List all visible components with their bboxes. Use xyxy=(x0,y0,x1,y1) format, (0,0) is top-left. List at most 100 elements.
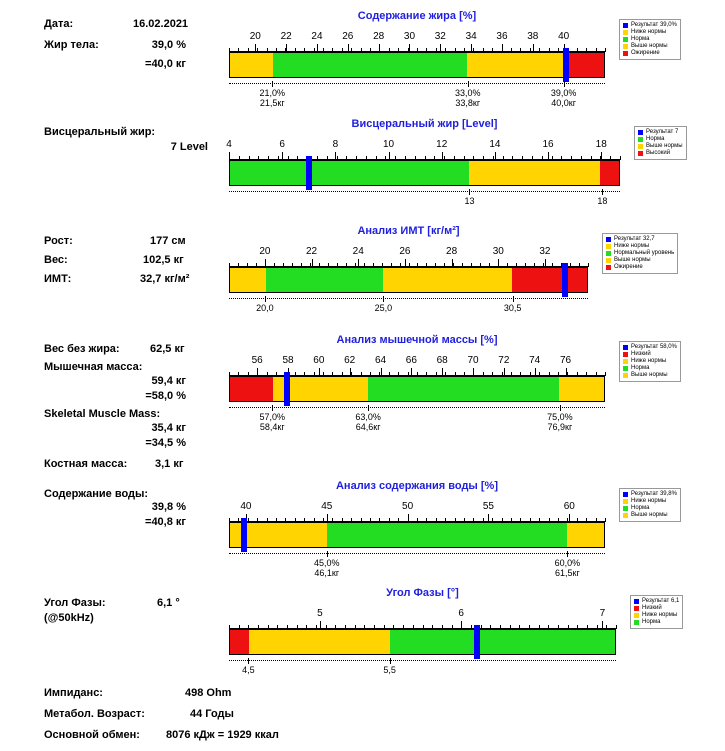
tick-label: 8 xyxy=(332,139,339,150)
range-segment xyxy=(265,268,384,292)
tick-label: 22 xyxy=(306,246,318,257)
boundary-tick xyxy=(368,405,370,411)
minor-tick xyxy=(313,518,315,522)
phase-value: 6,1 ° xyxy=(157,597,180,609)
minor-tick xyxy=(453,156,455,160)
tick-label: 45 xyxy=(321,501,333,512)
smm-kg: 35,4 кг xyxy=(151,422,186,434)
minor-tick xyxy=(248,625,250,629)
tick-label: 10 xyxy=(382,139,395,150)
minor-tick xyxy=(364,625,366,629)
minor-tick xyxy=(408,263,410,267)
legend-item: Ниже нормы xyxy=(623,498,677,505)
tick-label: 18 xyxy=(595,139,607,150)
tick-label: 38 xyxy=(527,31,539,42)
bone-label: Костная масса: xyxy=(44,458,128,470)
minor-tick xyxy=(327,263,329,267)
legend-text: Нормальный уровень xyxy=(614,250,675,256)
axis: 5 6 7 xyxy=(229,608,617,629)
height-value: 177 см xyxy=(150,235,186,247)
tick-label: 22 xyxy=(280,31,292,42)
minor-tick xyxy=(388,518,390,522)
major-tick xyxy=(378,44,380,52)
minor-tick xyxy=(586,625,588,629)
minor-tick xyxy=(473,156,475,160)
major-tick xyxy=(255,44,257,52)
minor-tick xyxy=(276,372,277,376)
smm-pct: =34,5 % xyxy=(145,437,186,449)
fat-kg: =40,0 кг xyxy=(145,58,186,70)
minor-tick xyxy=(323,48,324,52)
tick-label: 66 xyxy=(405,355,417,366)
minor-tick xyxy=(538,625,540,629)
legend-item: Выше нормы xyxy=(623,43,677,50)
minor-tick xyxy=(417,263,419,267)
major-tick xyxy=(318,368,320,376)
range-segment xyxy=(249,630,390,654)
minor-tick xyxy=(532,156,534,160)
tick-label: 62 xyxy=(344,355,356,366)
range-segment xyxy=(230,53,273,77)
tick-label: 56 xyxy=(251,355,263,366)
legend-text: Выше нормы xyxy=(631,512,668,518)
legend-item: Результат 39,0% xyxy=(623,22,677,29)
tick-label: 14 xyxy=(489,139,501,150)
minor-tick xyxy=(266,48,268,52)
minor-tick xyxy=(417,48,418,52)
minor-tick xyxy=(267,625,269,629)
legend-swatch xyxy=(623,373,628,378)
boundary-tick xyxy=(383,296,385,302)
visceral-label: Висцеральный жир: xyxy=(44,126,156,138)
minor-tick xyxy=(341,48,343,52)
minor-tick xyxy=(388,372,390,376)
legend-item: Результат 58,0% xyxy=(623,344,677,351)
minor-tick xyxy=(332,48,334,52)
minor-tick xyxy=(379,48,381,52)
major-tick xyxy=(473,368,475,376)
bone-value: 3,1 кг xyxy=(155,458,184,470)
tick-label: 70 xyxy=(467,355,479,366)
minor-tick xyxy=(385,156,387,160)
boundary-kg-label: 46,1кг xyxy=(314,568,340,578)
legend-swatch xyxy=(623,23,628,28)
major-tick xyxy=(451,259,453,267)
minor-tick xyxy=(576,518,578,522)
minor-tick xyxy=(294,372,296,376)
minor-tick xyxy=(375,156,377,160)
minor-tick xyxy=(304,48,306,52)
legend-text: Выше нормы xyxy=(631,372,668,378)
legend-text: Низкий xyxy=(642,605,662,611)
minor-tick xyxy=(454,48,456,52)
phase-freq: (@50kHz) xyxy=(44,612,94,624)
minor-tick xyxy=(248,156,250,160)
meta-age-label: Метабол. Возраст: xyxy=(44,708,145,720)
legend-swatch xyxy=(638,137,643,142)
legend-text: Норма xyxy=(631,505,650,511)
minor-tick xyxy=(341,372,343,376)
minor-tick xyxy=(360,48,362,52)
tick-label: 24 xyxy=(352,246,364,257)
minor-tick xyxy=(332,518,334,522)
minor-tick xyxy=(543,263,545,267)
tick-label: 40 xyxy=(240,501,252,512)
minor-tick xyxy=(388,48,390,52)
range-segment xyxy=(469,161,600,185)
major-tick xyxy=(534,368,536,376)
minor-tick xyxy=(595,518,597,522)
minor-tick xyxy=(444,263,446,267)
boundary-label: 4,5 xyxy=(242,665,255,675)
legend-swatch xyxy=(623,499,628,504)
minor-tick xyxy=(507,263,509,267)
major-tick xyxy=(602,621,604,629)
legend-item: Результат 39,8% xyxy=(623,491,677,498)
fat-pct: 39,0 % xyxy=(151,39,186,51)
result-marker xyxy=(306,156,313,190)
minor-tick xyxy=(445,518,447,522)
minor-tick xyxy=(304,518,306,522)
boundary-label: 13 xyxy=(464,196,475,206)
minor-tick xyxy=(541,156,543,160)
minor-tick xyxy=(432,625,434,629)
minor-tick xyxy=(363,263,365,267)
minor-tick xyxy=(482,372,484,376)
minor-tick xyxy=(586,372,588,376)
